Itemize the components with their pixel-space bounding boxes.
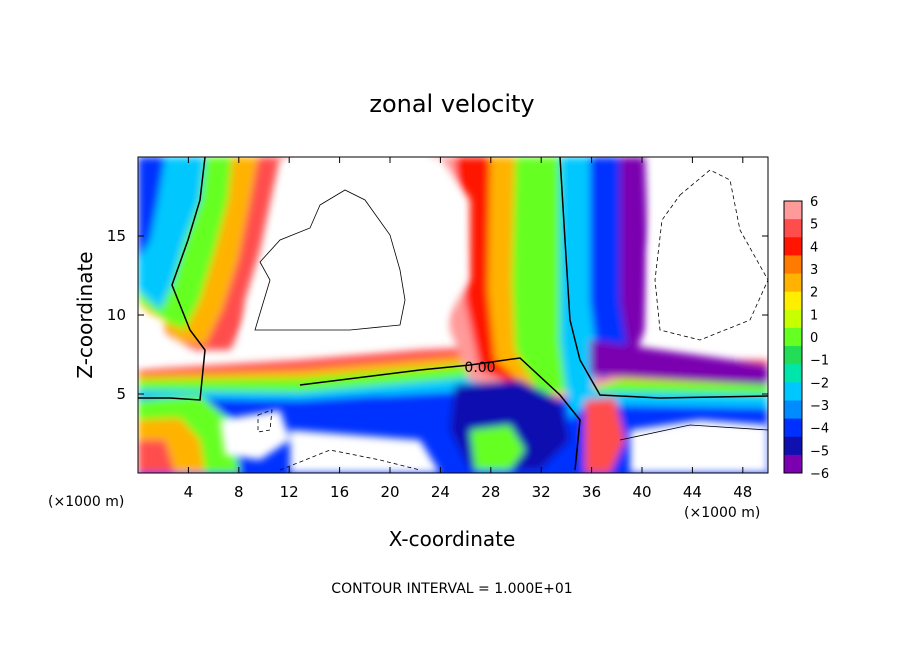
- colorbar-swatch: [784, 327, 802, 347]
- colorbar-level-label: −3: [810, 399, 829, 414]
- colorbar-swatch: [784, 219, 802, 238]
- colorbar-level-label: −5: [810, 444, 829, 459]
- x-tick-label: 4: [184, 483, 194, 501]
- colorbar-swatch: [784, 436, 802, 456]
- colorbar-swatch: [784, 454, 802, 474]
- colorbar-swatch: [784, 400, 802, 420]
- x-tick-label: 40: [632, 483, 651, 501]
- colorbar-level-label: 6: [810, 195, 818, 210]
- colorbar-level-label: 4: [810, 240, 818, 255]
- x-tick-label: 20: [380, 483, 399, 501]
- y-tick-label: 15: [107, 227, 126, 245]
- x-unit-label-left: (×1000 m): [48, 494, 124, 510]
- contour-label: 0.00: [464, 360, 495, 376]
- colorbar-level-label: 2: [810, 286, 818, 301]
- x-tick-label: 44: [683, 483, 702, 501]
- colorbar: 6 5 4 3 2 1 0 −1 −2 −3 −4 −5 −6: [783, 195, 829, 482]
- x-tick-label: 16: [330, 483, 349, 501]
- colorbar-level-label: −6: [810, 467, 829, 482]
- colorbar-frame: [783, 200, 803, 474]
- x-tick-label: 24: [431, 483, 450, 501]
- y-axis-ticks: 5 10 15: [107, 227, 768, 403]
- colorbar-swatch: [784, 273, 802, 293]
- colorbar-swatch: [784, 291, 802, 311]
- y-tick-label: 10: [107, 306, 126, 324]
- colorbar-swatch: [784, 418, 802, 438]
- colorbar-swatch: [784, 346, 802, 365]
- y-tick-label: 5: [116, 385, 126, 403]
- colorbar-swatch: [784, 309, 802, 329]
- colorbar-level-label: −4: [810, 422, 829, 437]
- chart-title: zonal velocity: [369, 90, 534, 118]
- colorbar-level-label: 0: [810, 331, 818, 346]
- x-tick-label: 36: [582, 483, 601, 501]
- colorbar-level-label: 5: [810, 218, 818, 233]
- x-tick-label: 32: [532, 483, 551, 501]
- colorbar-swatch: [784, 382, 802, 401]
- colorbar-swatch: [784, 255, 802, 275]
- x-tick-label: 28: [481, 483, 500, 501]
- velocity-field: [138, 157, 768, 473]
- y-axis-label: Z-coordinate: [73, 251, 97, 378]
- colorbar-swatch: [784, 364, 802, 383]
- contour-interval-footer: CONTOUR INTERVAL = 1.000E+01: [331, 581, 572, 597]
- x-tick-label: 48: [733, 483, 752, 501]
- x-tick-label: 8: [234, 483, 244, 501]
- colorbar-swatch: [784, 201, 802, 220]
- x-tick-label: 12: [280, 483, 299, 501]
- colorbar-level-label: −2: [810, 376, 829, 391]
- colorbar-level-label: −1: [810, 354, 829, 369]
- colorbar-swatch: [784, 237, 802, 256]
- x-axis-label: X-coordinate: [389, 527, 516, 551]
- colorbar-level-label: 1: [810, 308, 818, 323]
- x-unit-label-right: (×1000 m): [684, 505, 760, 521]
- colorbar-level-label: 3: [810, 263, 818, 278]
- x-axis-ticks: 4 8 12 16 20 24 28 32 36 40 44 48: [184, 157, 752, 501]
